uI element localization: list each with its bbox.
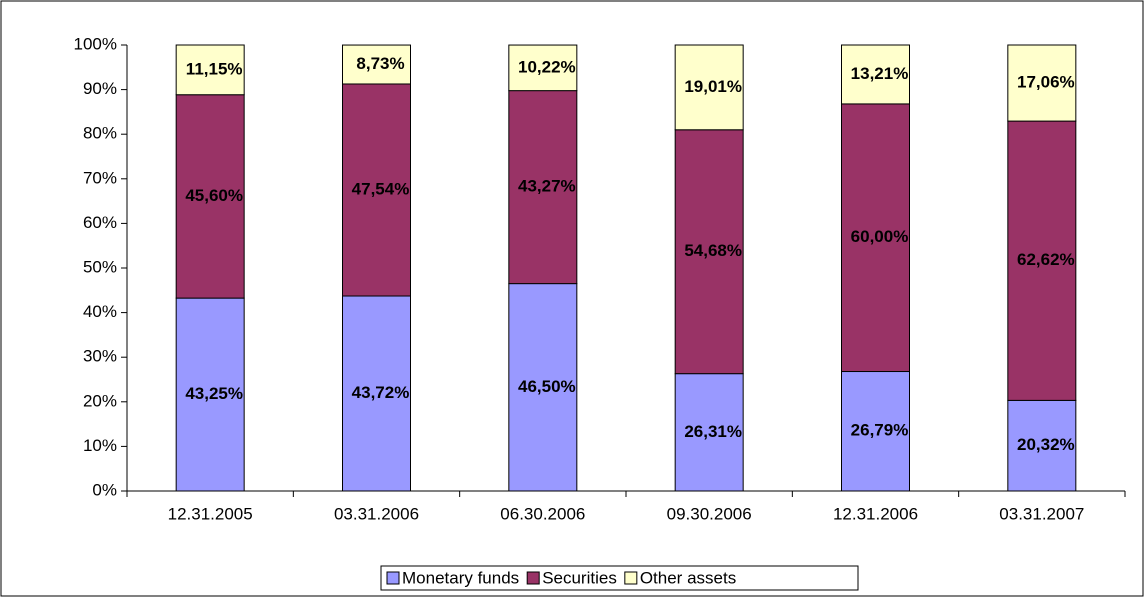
- legend-frame: [380, 565, 859, 591]
- value-label: 46,50%: [518, 377, 576, 396]
- y-tick-label: 10%: [83, 436, 117, 455]
- value-label: 13,21%: [851, 64, 909, 83]
- bar-segment: [342, 83, 411, 297]
- bar-segment: [841, 371, 910, 492]
- legend-label: Monetary funds: [402, 568, 519, 587]
- legend-swatch: [526, 571, 540, 585]
- value-label: 60,00%: [851, 227, 909, 246]
- legend-label: Other assets: [640, 568, 736, 587]
- bar-segment: [175, 44, 245, 96]
- value-label: 10,22%: [518, 57, 576, 76]
- value-label: 26,31%: [684, 422, 742, 441]
- value-label: 11,15%: [186, 59, 243, 78]
- value-label: 47,54%: [352, 179, 410, 198]
- bar-segment: [674, 373, 744, 492]
- value-label: 43,72%: [352, 383, 410, 402]
- x-tick-label: 12.31.2005: [168, 504, 253, 523]
- value-label: 26,79%: [851, 421, 909, 440]
- x-tick-label: 12.31.2006: [833, 504, 918, 523]
- value-label: 45,60%: [185, 186, 243, 205]
- x-tick-label: 06.30.2006: [500, 504, 585, 523]
- bar-segment: [342, 295, 411, 492]
- bar-segment: [508, 90, 578, 285]
- x-tick-label: 03.31.2007: [999, 504, 1084, 523]
- bar-segment: [674, 129, 744, 375]
- y-tick-label: 100%: [74, 34, 117, 53]
- value-label: 43,27%: [518, 177, 576, 196]
- value-label: 54,68%: [684, 241, 742, 260]
- y-tick-label: 70%: [83, 168, 117, 187]
- value-label: 62,62%: [1017, 250, 1075, 269]
- legend-label: Securities: [542, 568, 617, 587]
- x-tick-label: 03.31.2006: [334, 504, 419, 523]
- bar-segment: [175, 297, 245, 492]
- y-tick-label: 90%: [83, 79, 117, 98]
- value-label: 19,01%: [684, 77, 742, 96]
- bar-segment: [175, 94, 245, 299]
- y-tick-label: 30%: [83, 347, 117, 366]
- bar-segment: [674, 44, 744, 131]
- bar-segment: [841, 44, 910, 105]
- y-tick-label: 40%: [83, 302, 117, 321]
- bar-segment: [1007, 399, 1077, 492]
- value-label: 43,25%: [185, 384, 243, 403]
- legend-swatch: [386, 571, 400, 585]
- bar-segment: [508, 44, 578, 92]
- value-label: 20,32%: [1017, 435, 1075, 454]
- bar-segment: [841, 103, 910, 373]
- y-tick-label: 50%: [83, 257, 117, 276]
- bar-segment: [342, 44, 411, 85]
- legend-swatch: [624, 571, 638, 585]
- y-tick-label: 80%: [83, 124, 117, 143]
- bar-segment: [1007, 120, 1077, 401]
- value-label: 8,73%: [356, 54, 404, 73]
- y-tick-label: 60%: [83, 213, 117, 232]
- bar-segment: [508, 283, 578, 492]
- x-tick-label: 09.30.2006: [667, 504, 752, 523]
- y-tick-label: 0%: [92, 480, 117, 499]
- value-label: 17,06%: [1017, 73, 1075, 92]
- y-tick-label: 20%: [83, 391, 117, 410]
- bar-segment: [1007, 44, 1077, 122]
